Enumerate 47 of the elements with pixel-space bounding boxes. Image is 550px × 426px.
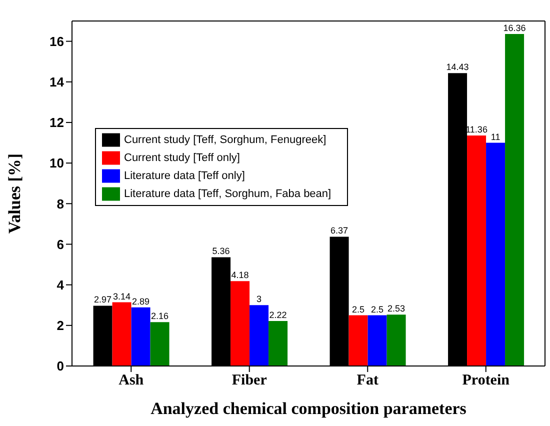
y-tick-label: 12	[50, 115, 64, 130]
x-tick-label: Protein	[462, 372, 510, 389]
bar	[486, 142, 506, 366]
legend-label: Current study [Teff, Sorghum, Fenugreek]	[124, 134, 326, 146]
bar	[505, 34, 524, 366]
x-tick-label: Fat	[356, 372, 378, 389]
y-tick-label: 14	[50, 74, 65, 90]
data-label: 2.89	[132, 296, 150, 306]
y-tick-label: 0	[56, 358, 64, 374]
data-label: 2.5	[352, 304, 365, 314]
data-label: 2.16	[151, 311, 169, 322]
bar	[150, 322, 170, 366]
bar	[348, 315, 368, 366]
data-label: 2.22	[269, 310, 287, 320]
legend-label: Current study [Teff only]	[124, 152, 240, 164]
y-tick-label: 2	[56, 318, 64, 334]
legend-label: Literature data [Teff only]	[124, 170, 245, 182]
bar	[467, 135, 486, 366]
y-axis-title: Values [%]	[5, 153, 24, 234]
data-label: 14.43	[446, 62, 469, 72]
data-label: 2.97	[94, 294, 112, 305]
bar	[112, 302, 132, 366]
data-label: 16.36	[503, 22, 526, 33]
x-tick-label: Fiber	[232, 372, 268, 389]
data-label: 11	[490, 132, 500, 142]
data-label: 2.53	[388, 304, 406, 314]
y-tick-label: 4	[56, 277, 65, 292]
data-label: 4.18	[231, 270, 249, 280]
data-label: 5.36	[212, 246, 230, 256]
data-label: 3	[256, 294, 262, 304]
bar	[230, 281, 250, 366]
bar	[368, 315, 387, 366]
y-tick-label: 6	[56, 236, 64, 252]
data-label: 2.5	[371, 304, 384, 314]
y-tick-label: 10	[50, 156, 64, 171]
data-label: 6.37	[330, 226, 348, 236]
bar	[250, 305, 269, 366]
x-axis-title: Analyzed chemical composition parameters	[150, 399, 467, 418]
bar	[268, 320, 288, 366]
bar	[386, 314, 406, 366]
y-tick-label: 16	[50, 34, 64, 49]
data-label: 11.36	[466, 124, 488, 134]
bar	[131, 307, 150, 366]
y-tick-label: 8	[56, 196, 64, 212]
legend-label: Literature data [Teff, Sorghum, Faba bean]	[124, 188, 332, 200]
x-tick-label: Ash	[118, 372, 144, 389]
data-label: 3.14	[113, 291, 131, 302]
